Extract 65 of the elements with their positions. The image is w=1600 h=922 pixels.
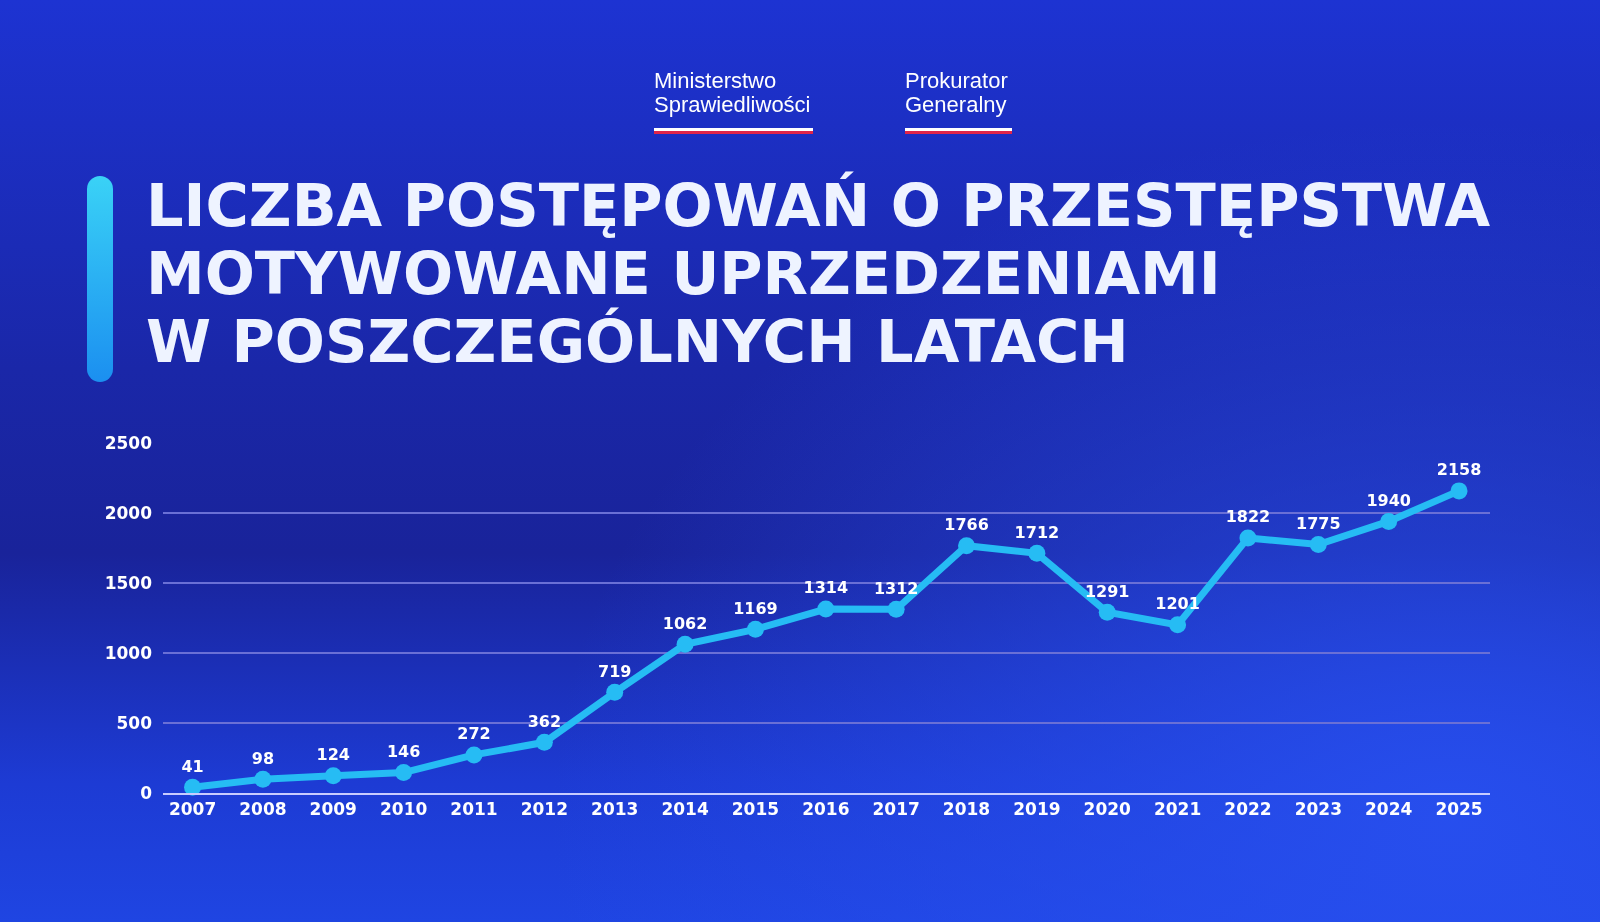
data-label: 1314 [803,578,849,598]
y-tick-label: 500 [116,712,153,733]
x-tick-label: 2011 [450,799,498,820]
data-label: 1822 [1225,507,1271,527]
point [746,620,764,638]
data-label: 124 [316,745,350,765]
point [1169,616,1187,634]
y-tick-label: 2500 [104,432,153,453]
point [1380,512,1398,530]
x-tick-label: 2016 [802,799,850,820]
x-tick-label: 2022 [1224,799,1272,820]
y-tick-label: 1500 [104,572,153,593]
point [1098,603,1116,621]
x-tick-label: 2009 [309,799,357,820]
x-tick-label: 2023 [1294,799,1342,820]
data-label: 1312 [873,578,919,598]
x-tick-label: 2024 [1365,799,1413,820]
data-label: 1169 [733,598,778,618]
data-label: 41 [181,756,204,776]
x-tick-label: 2007 [168,799,217,820]
point [817,600,835,618]
text: Ministerstwo Sprawiedliwości [654,68,811,117]
point [254,770,272,788]
point [465,746,483,764]
point [1239,529,1257,547]
data-label: 272 [457,724,491,744]
data-label: 1291 [1084,581,1130,601]
x-tick-label: 2010 [379,799,428,820]
text: Prokurator Generalny [905,68,1008,117]
y-tick-label: 1000 [104,642,153,663]
x-tick-label: 2018 [942,799,991,820]
x-tick-label: 2020 [1083,799,1132,820]
point [395,764,413,782]
x-tick-label: 2008 [239,799,287,820]
data-label: 1775 [1296,513,1341,533]
x-tick-label: 2021 [1153,799,1202,820]
x-tick-label: 2013 [591,799,639,820]
point [184,778,202,796]
point [1028,544,1046,562]
x-tick-label: 2019 [1013,799,1061,820]
data-label: 1940 [1366,490,1411,510]
data-label: 362 [527,711,562,731]
point [324,767,342,785]
point [1309,536,1327,553]
point [887,600,905,618]
point [606,683,624,701]
data-label: 146 [386,741,421,761]
data-label: 98 [251,748,275,768]
data-label: 1766 [944,515,989,535]
x-tick-label: 2014 [661,799,709,820]
y-tick-label: 0 [140,782,153,803]
point [1450,482,1468,500]
data-label: 719 [598,661,632,681]
data-label: 1062 [662,613,708,633]
point [958,537,976,555]
data-label: 1712 [1014,522,1060,542]
y-tick-label: 2000 [104,502,153,523]
x-tick-label: 2015 [731,799,780,820]
chart-title: LICZBA POSTĘPOWAŃ O PRZESTĘPSTWA MOTYWOWANE UPRZEDZENIAMI W POSZCZEGÓLNYCH LATACH [146,171,1492,376]
x-tick-label: 2017 [872,799,920,820]
point [535,733,553,751]
x-tick-label: 2025 [1435,799,1483,820]
point [676,635,694,653]
x-tick-label: 2012 [520,799,569,820]
data-label: 2158 [1436,460,1482,480]
